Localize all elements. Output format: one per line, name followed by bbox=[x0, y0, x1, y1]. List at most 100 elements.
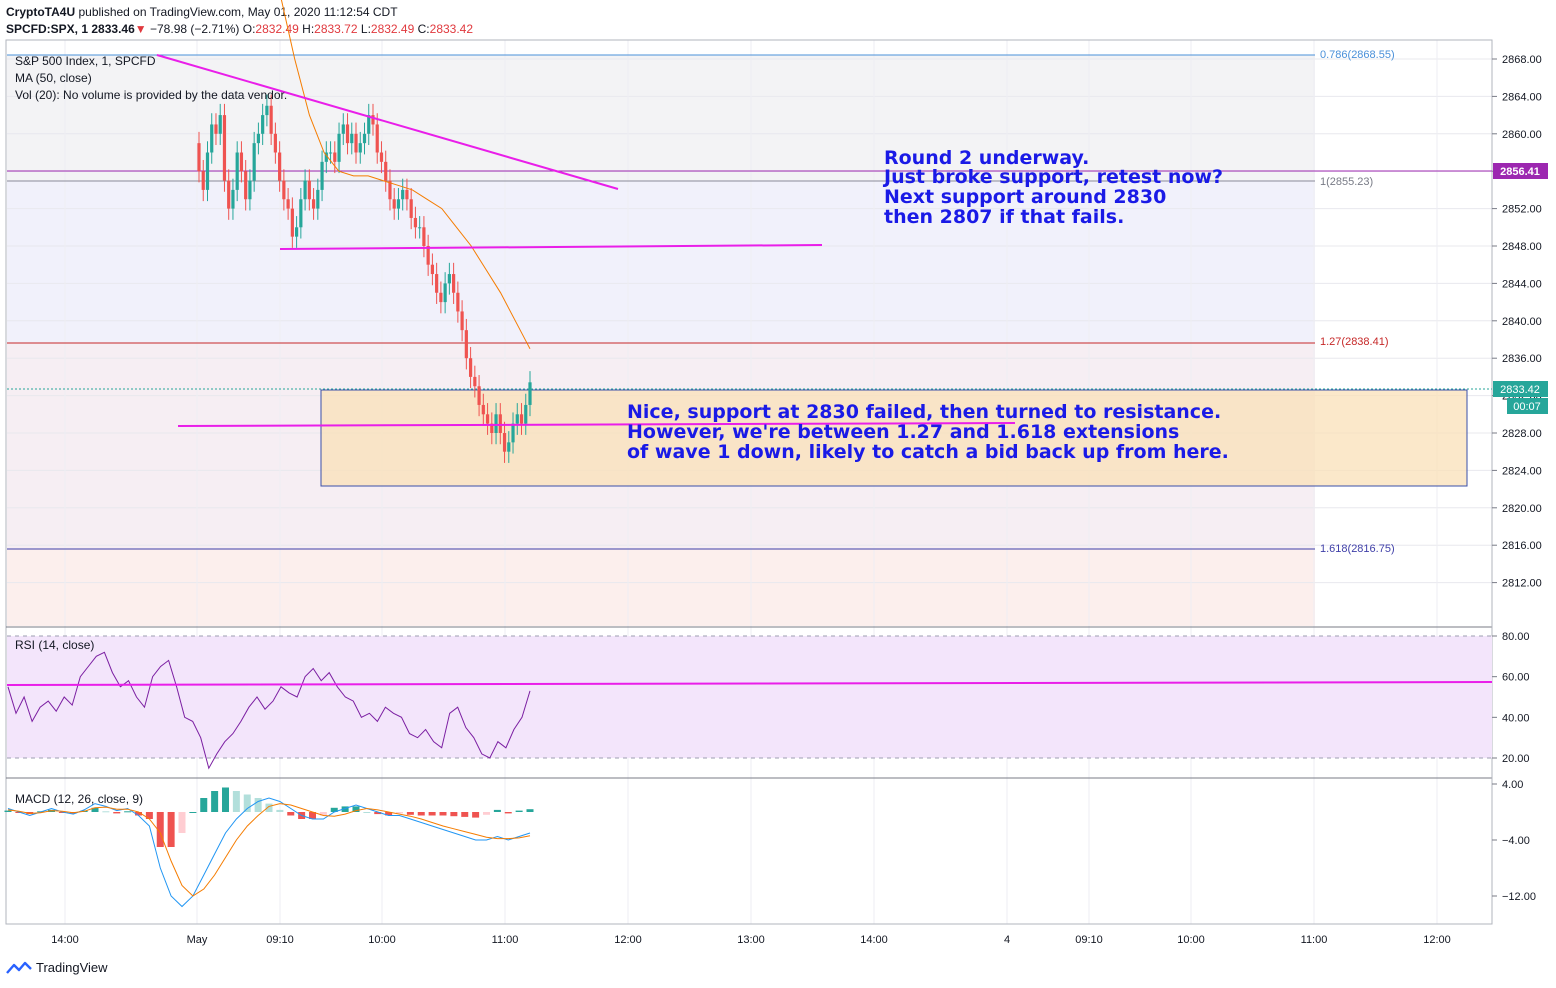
macd-histogram-bar bbox=[396, 812, 403, 814]
annotation-top-line-3: Next support around 2830 bbox=[884, 186, 1166, 208]
price-tag-upper bbox=[1493, 163, 1548, 179]
candle-body bbox=[473, 376, 477, 387]
macd-histogram-bar bbox=[200, 798, 208, 812]
support-trendline[interactable] bbox=[279, 244, 823, 250]
candle-body bbox=[464, 330, 468, 359]
macd-histogram-bar bbox=[374, 812, 382, 815]
macd-histogram-bar bbox=[526, 809, 534, 812]
price-tick-label: 2840.00 bbox=[1502, 316, 1542, 328]
candle-body bbox=[273, 133, 277, 153]
price-tick-label: 2844.00 bbox=[1502, 278, 1542, 290]
descending-trendline[interactable] bbox=[156, 54, 619, 190]
publish-line: CryptoTA4U published on TradingView.com,… bbox=[6, 5, 398, 19]
macd-tick-label: −4.00 bbox=[1502, 835, 1530, 847]
candle-body bbox=[244, 171, 248, 200]
macd-histogram-bar bbox=[4, 810, 12, 812]
macd-histogram-bar bbox=[211, 791, 219, 812]
resistance-trendline[interactable] bbox=[177, 422, 1016, 427]
candle-body bbox=[528, 382, 532, 405]
candle-body bbox=[341, 124, 345, 134]
candle-body bbox=[231, 189, 235, 209]
author-name[interactable]: CryptoTA4U bbox=[6, 5, 76, 19]
candle-body bbox=[485, 414, 490, 424]
time-tick-label: 13:00 bbox=[737, 934, 765, 946]
candle-body bbox=[435, 274, 439, 293]
candle-body bbox=[413, 217, 418, 228]
candle-body bbox=[201, 171, 205, 190]
time-tick-label: May bbox=[187, 934, 208, 946]
macd-histogram-bar bbox=[135, 812, 142, 816]
time-axis[interactable]: 14:00 May 09:10 10:00 11:00 12:00 13:00 14:00 4 0… bbox=[51, 934, 1451, 946]
macd-histogram-bar bbox=[265, 803, 273, 812]
candle-body bbox=[422, 227, 426, 246]
legend-ma: MA (50, close) bbox=[15, 71, 92, 85]
macd-histogram-bar bbox=[287, 812, 295, 816]
down-arrow-icon: ▼ bbox=[134, 22, 147, 36]
time-tick-label: 09:10 bbox=[266, 934, 294, 946]
macd-histogram-bar bbox=[113, 812, 121, 814]
candle-body bbox=[426, 246, 430, 265]
candle-body bbox=[468, 358, 473, 377]
legend-title: S&P 500 Index, 1, SPCFD bbox=[15, 54, 156, 68]
support-resistance-box[interactable] bbox=[320, 389, 1468, 487]
time-tick-label: 12:00 bbox=[1423, 934, 1451, 946]
chart-canvas[interactable]: 0.786(2868.55) 1(2855.23) 1.27(2838.41) … bbox=[0, 0, 1556, 960]
macd-tick-label: 4.00 bbox=[1502, 779, 1523, 791]
macd-histogram-bar bbox=[363, 812, 371, 813]
macd-histogram-bar bbox=[156, 812, 164, 847]
candle-body bbox=[337, 133, 341, 162]
candle-body bbox=[384, 161, 388, 181]
macd-histogram-bar bbox=[483, 812, 490, 815]
time-tick-label: 4 bbox=[1004, 934, 1010, 946]
footer: TradingView bbox=[6, 960, 108, 975]
fib-label-1618: 1.618(2816.75) bbox=[1320, 543, 1395, 555]
candle-body bbox=[239, 152, 244, 172]
candle-body bbox=[218, 115, 222, 134]
candle-body bbox=[227, 180, 231, 209]
footer-brand[interactable]: TradingView bbox=[36, 960, 108, 975]
candle-body bbox=[205, 152, 210, 190]
macd-histogram-bar bbox=[124, 811, 132, 813]
candle-body bbox=[311, 199, 316, 209]
fib-label-1: 1(2855.23) bbox=[1320, 176, 1373, 188]
macd-histogram-bar bbox=[167, 812, 175, 847]
macd-histogram-bar bbox=[428, 812, 436, 816]
candle-body bbox=[320, 161, 324, 190]
time-tick-label: 09:10 bbox=[1075, 934, 1103, 946]
macd-histogram-bar bbox=[439, 812, 447, 816]
price-tick-label: 2824.00 bbox=[1502, 465, 1542, 477]
candle-body bbox=[456, 292, 460, 312]
candle-body bbox=[282, 180, 286, 200]
legend-vol: Vol (20): No volume is provided by the d… bbox=[15, 88, 287, 102]
candle-body bbox=[269, 105, 273, 134]
price-tick-label: 2816.00 bbox=[1502, 540, 1542, 552]
candle-body bbox=[358, 143, 362, 153]
symbol-label: SPCFD:SPX, 1 bbox=[6, 22, 89, 36]
candle-body bbox=[333, 152, 337, 162]
macd-histogram-bar bbox=[309, 812, 316, 819]
price-axis[interactable]: 2868.002864.002860.002856.002852.002848.… bbox=[1492, 54, 1542, 590]
macd-histogram-bar bbox=[330, 807, 338, 812]
close-label: C: bbox=[417, 22, 430, 36]
macd-line bbox=[7, 797, 531, 908]
candle-body bbox=[295, 227, 299, 237]
rsi-line bbox=[7, 651, 531, 770]
rsi-trendline[interactable] bbox=[6, 681, 1493, 686]
close-value: 2833.42 bbox=[429, 22, 474, 36]
low-value: 2832.49 bbox=[370, 22, 415, 36]
macd-tick-label: −12.00 bbox=[1502, 891, 1536, 903]
candle-body bbox=[265, 105, 269, 116]
candle-body bbox=[256, 133, 261, 144]
ma-50-line bbox=[280, 0, 531, 350]
macd-histogram-bar bbox=[102, 811, 110, 813]
candle-body bbox=[379, 152, 384, 162]
fib-label-127: 1.27(2838.41) bbox=[1320, 336, 1389, 348]
candle-body bbox=[388, 180, 392, 200]
macd-histogram-bar bbox=[222, 787, 229, 812]
open-value: 2832.49 bbox=[255, 22, 299, 36]
candles bbox=[197, 94, 532, 463]
rsi-tick-label: 80.00 bbox=[1502, 631, 1530, 643]
candle-body bbox=[524, 404, 528, 424]
annotation-top-line-4: then 2807 if that fails. bbox=[884, 206, 1124, 228]
macd-histogram-bar bbox=[341, 806, 349, 812]
